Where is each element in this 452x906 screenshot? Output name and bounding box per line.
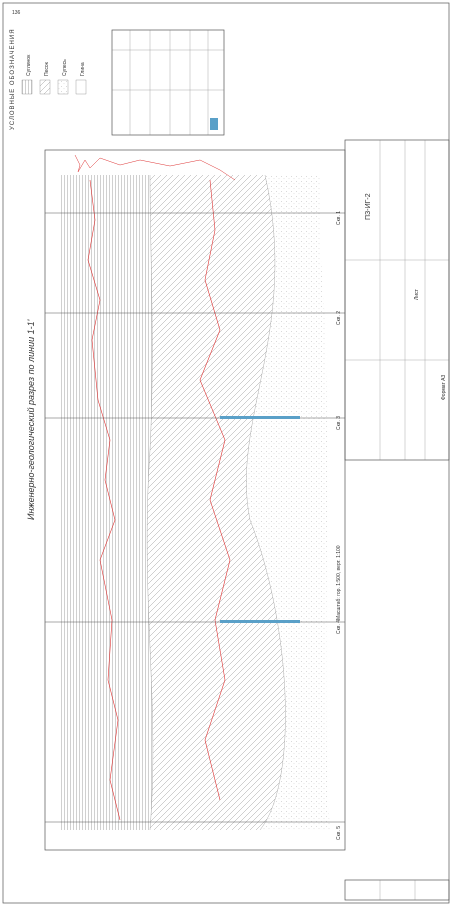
- legend-title: УСЛОВНЫЕ ОБОЗНАЧЕНИЯ: [10, 28, 16, 130]
- borehole-label: Скв. 5: [336, 826, 342, 840]
- section-layers: [60, 154, 330, 831]
- title-block: ПЗ-ИГ-2 Лист Формат А3: [344, 139, 450, 901]
- borehole-lines: [45, 212, 345, 823]
- borehole-label: Скв. 2: [336, 311, 342, 325]
- scale-note: Масштаб: гор. 1:500, верт. 1:100: [336, 545, 342, 620]
- legend-item: Супесь: [62, 59, 68, 76]
- borehole-label: Скв. 1: [336, 211, 342, 225]
- legend-item: Глина: [80, 62, 86, 76]
- stamp-sheet: Лист: [414, 288, 420, 300]
- drawing-title: Инженерно-геологический разрез по линии …: [26, 319, 36, 520]
- stamp-code: ПЗ-ИГ-2: [365, 193, 372, 220]
- legend: УСЛОВНЫЕ ОБОЗНАЧЕНИЯ Суглинок Песок Супе…: [10, 28, 225, 136]
- legend-item: Суглинок: [26, 54, 32, 76]
- section-frame: [44, 149, 346, 851]
- borehole-labels: Скв. 1 Скв. 2 Скв. 3 Скв. 4 Скв. 5: [336, 211, 342, 840]
- legend-item: Песок: [44, 61, 50, 76]
- stamp-format: Формат А3: [441, 375, 447, 400]
- sheet-number: 136: [12, 10, 21, 16]
- borehole-label: Скв. 3: [336, 416, 342, 430]
- borehole-label: Скв. 4: [336, 620, 342, 634]
